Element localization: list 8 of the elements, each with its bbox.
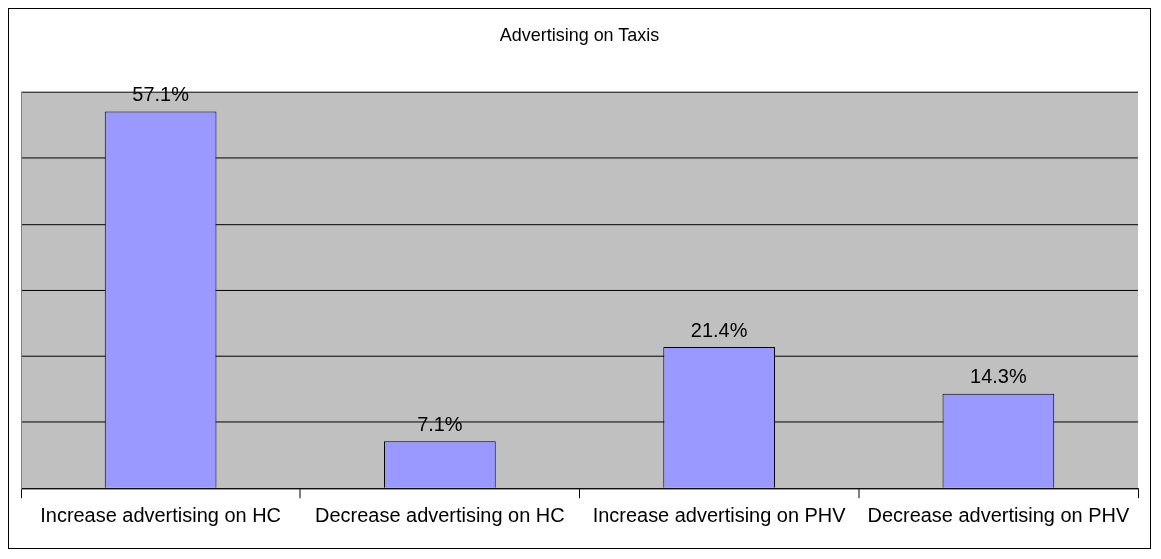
data-label: 14.3% — [970, 365, 1027, 388]
x-tick-label: Increase advertising on HC — [40, 503, 281, 526]
x-tick-label: Decrease advertising on PHV — [867, 503, 1130, 526]
chart-title: Advertising on Taxis — [499, 24, 660, 45]
data-label: 21.4% — [690, 318, 748, 341]
x-tick-label: Increase advertising on PHV — [592, 503, 847, 526]
x-tick-label: Decrease advertising on HC — [315, 503, 565, 526]
data-label: 7.1% — [417, 412, 463, 435]
